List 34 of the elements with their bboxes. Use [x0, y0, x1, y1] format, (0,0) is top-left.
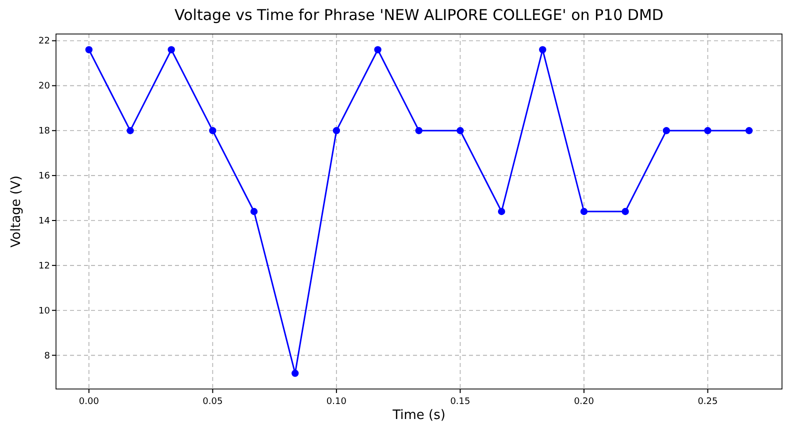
y-tick-label: 22	[38, 36, 50, 47]
y-tick-label: 18	[38, 126, 50, 137]
point	[539, 46, 546, 54]
y-tick-label: 10	[38, 306, 50, 316]
x-tick-label: 0.10	[326, 397, 347, 407]
point	[250, 208, 258, 216]
x-tick-label: 0.15	[450, 397, 470, 407]
point	[374, 46, 382, 54]
point	[209, 127, 216, 134]
x-tick-label: 0.25	[698, 397, 718, 407]
point	[662, 127, 670, 134]
point	[704, 127, 712, 134]
point	[85, 46, 93, 54]
y-tick-label: 14	[38, 216, 50, 226]
y-tick-label: 20	[38, 82, 50, 92]
point	[745, 127, 753, 134]
point	[126, 127, 134, 134]
point	[498, 208, 506, 216]
x-tick-label: 0.00	[78, 397, 100, 407]
x-tick-label: 0.20	[574, 397, 594, 407]
point	[456, 127, 464, 134]
y-tick-label: 16	[38, 172, 50, 182]
y-axis-title: Voltage (V)	[9, 176, 24, 248]
x-tick-label: 0.05	[202, 397, 223, 407]
point	[580, 208, 588, 216]
point	[622, 208, 629, 216]
point	[332, 127, 340, 134]
chart-title: Voltage vs Time for Phrase 'NEW ALIPORE COLLEGE' on P10 DMD	[174, 6, 664, 24]
point	[292, 370, 299, 377]
y-tick-label: 8	[44, 351, 50, 362]
y-tick-label: 12	[38, 261, 50, 272]
point	[415, 127, 422, 134]
x-axis-title: Time (s)	[392, 408, 446, 423]
point	[168, 46, 175, 54]
